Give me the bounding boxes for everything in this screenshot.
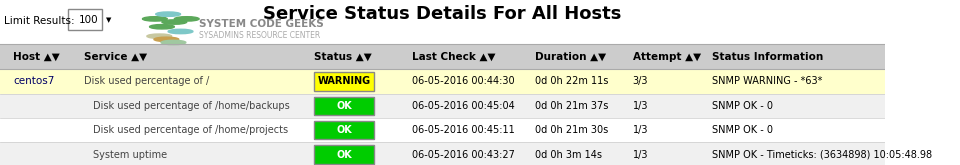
- FancyBboxPatch shape: [314, 121, 374, 139]
- Circle shape: [150, 25, 175, 29]
- Text: SYSADMINS RESOURCE CENTER: SYSADMINS RESOURCE CENTER: [199, 31, 321, 40]
- Text: Service ▲▼: Service ▲▼: [84, 52, 147, 62]
- Text: OK: OK: [336, 101, 352, 111]
- FancyBboxPatch shape: [314, 97, 374, 115]
- Text: 0d 0h 22m 11s: 0d 0h 22m 11s: [536, 76, 609, 86]
- Text: SNMP OK - 0: SNMP OK - 0: [712, 101, 774, 111]
- Text: SYSTEM CODE GEEKS: SYSTEM CODE GEEKS: [199, 19, 324, 29]
- Circle shape: [175, 17, 199, 21]
- Circle shape: [156, 12, 180, 16]
- Text: 1/3: 1/3: [633, 125, 648, 135]
- Text: Disk used percentage of /home/backups: Disk used percentage of /home/backups: [93, 101, 290, 111]
- Text: 06-05-2016 00:45:11: 06-05-2016 00:45:11: [412, 125, 515, 135]
- Text: 0d 0h 21m 37s: 0d 0h 21m 37s: [536, 101, 609, 111]
- FancyBboxPatch shape: [0, 142, 885, 165]
- Text: WARNING: WARNING: [318, 76, 371, 86]
- Text: 1/3: 1/3: [633, 101, 648, 111]
- FancyBboxPatch shape: [314, 72, 374, 91]
- Text: 0d 0h 21m 30s: 0d 0h 21m 30s: [536, 125, 609, 135]
- FancyBboxPatch shape: [314, 146, 374, 164]
- Circle shape: [168, 29, 193, 34]
- Text: System uptime: System uptime: [93, 150, 167, 160]
- Text: Last Check ▲▼: Last Check ▲▼: [412, 52, 495, 62]
- FancyBboxPatch shape: [0, 94, 885, 118]
- Text: 1/3: 1/3: [633, 150, 648, 160]
- Circle shape: [162, 20, 187, 24]
- Text: SNMP OK - 0: SNMP OK - 0: [712, 125, 774, 135]
- Text: 0d 0h 3m 14s: 0d 0h 3m 14s: [536, 150, 602, 160]
- Text: centos7: centos7: [13, 76, 55, 86]
- Text: Host ▲▼: Host ▲▼: [13, 52, 60, 62]
- Text: 3/3: 3/3: [633, 76, 648, 86]
- Text: 06-05-2016 00:43:27: 06-05-2016 00:43:27: [412, 150, 515, 160]
- Text: OK: OK: [336, 125, 352, 135]
- Circle shape: [154, 37, 179, 42]
- Text: 06-05-2016 00:44:30: 06-05-2016 00:44:30: [412, 76, 515, 86]
- Circle shape: [147, 34, 172, 38]
- FancyBboxPatch shape: [0, 69, 885, 94]
- Text: OK: OK: [336, 150, 352, 160]
- Text: 06-05-2016 00:45:04: 06-05-2016 00:45:04: [412, 101, 515, 111]
- Text: Disk used percentage of /: Disk used percentage of /: [84, 76, 209, 86]
- Text: SNMP OK - Timeticks: (3634898) 10:05:48.98: SNMP OK - Timeticks: (3634898) 10:05:48.…: [712, 150, 932, 160]
- FancyBboxPatch shape: [68, 9, 102, 30]
- Text: Disk used percentage of /home/projects: Disk used percentage of /home/projects: [93, 125, 288, 135]
- Text: ▼: ▼: [107, 17, 111, 23]
- Text: Duration ▲▼: Duration ▲▼: [536, 52, 607, 62]
- Text: SNMP WARNING - *63*: SNMP WARNING - *63*: [712, 76, 823, 86]
- Text: Status ▲▼: Status ▲▼: [314, 52, 372, 62]
- Text: Limit Results:: Limit Results:: [5, 16, 75, 26]
- FancyBboxPatch shape: [0, 118, 885, 142]
- Circle shape: [142, 17, 167, 21]
- Text: Attempt ▲▼: Attempt ▲▼: [633, 52, 701, 62]
- Text: Status Information: Status Information: [712, 52, 824, 62]
- Circle shape: [161, 40, 186, 45]
- Text: Service Status Details For All Hosts: Service Status Details For All Hosts: [263, 5, 622, 23]
- Text: 100: 100: [79, 15, 98, 25]
- FancyBboxPatch shape: [0, 44, 885, 69]
